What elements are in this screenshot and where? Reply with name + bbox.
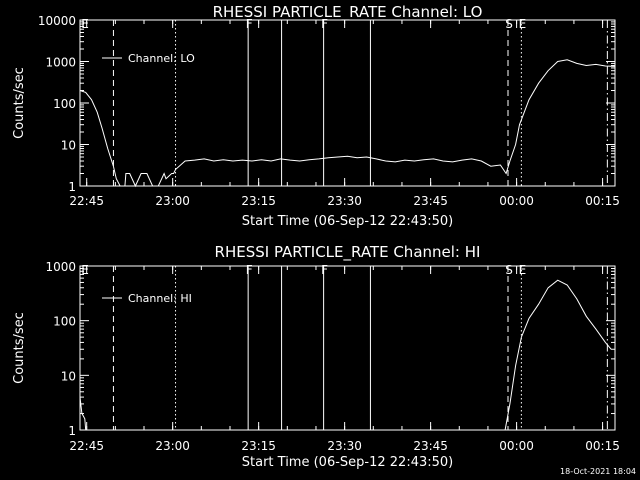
marker-label: F [246,17,253,31]
footer-timestamp: 18-Oct-2021 18:04 [560,467,636,476]
y-axis-label: Counts/sec [12,312,27,384]
marker-label: E [519,263,527,277]
x-tick-label: 23:45 [413,194,448,208]
chart-title: RHESSI PARTICLE_RATE Channel: HI [215,243,481,262]
x-tick-label: 23:30 [327,439,362,453]
x-tick-label: 00:00 [499,194,534,208]
y-tick-label: 10 [61,369,76,383]
y-tick-label: 100 [53,315,76,329]
series-line-segment [79,397,87,431]
y-tick-label: 1 [68,180,76,194]
series-line [79,59,616,188]
x-tick-label: 23:00 [155,194,190,208]
x-tick-label: 00:00 [499,439,534,453]
x-tick-label: 22:45 [69,194,104,208]
x-tick-label: 23:30 [327,194,362,208]
legend-label: Channel: LO [128,52,195,65]
y-tick-label: 10 [61,139,76,153]
x-tick-label: 23:15 [241,439,276,453]
y-tick-label: 1 [68,424,76,438]
marker-label: S [505,263,513,277]
x-tick-label: 22:45 [69,439,104,453]
x-tick-label: 00:15 [585,439,620,453]
y-tick-label: 1000 [45,260,76,274]
y-tick-label: 10000 [38,14,76,28]
x-axis-label: Start Time (06-Sep-12 22:43:50) [242,214,453,229]
x-tick-label: 23:00 [155,439,190,453]
plot-frame [79,265,616,431]
corner-mark: E [81,263,89,277]
marker-label: E [519,17,527,31]
y-tick-label: 1000 [45,56,76,70]
y-tick-label: 100 [53,97,76,111]
y-axis-label: Counts/sec [12,67,27,139]
x-tick-label: 00:15 [585,194,620,208]
x-tick-label: 23:45 [413,439,448,453]
marker-label: S [505,17,513,31]
legend-label: Channel: HI [128,292,192,305]
corner-mark: E [81,17,89,31]
marker-label: F [321,17,328,31]
x-tick-label: 23:15 [241,194,276,208]
chart-title: RHESSI PARTICLE_RATE Channel: LO [213,3,483,22]
x-axis-label: Start Time (06-Sep-12 22:43:50) [242,455,453,470]
series-line [504,279,612,431]
panel-hi: RHESSI PARTICLE_RATE Channel: HI 1 10 100 10… [12,243,620,470]
marker-label: F [321,263,328,277]
panel-lo: RHESSI PARTICLE_RATE Channel: LO 1 10 100 10… [12,3,620,229]
marker-label: F [246,263,253,277]
